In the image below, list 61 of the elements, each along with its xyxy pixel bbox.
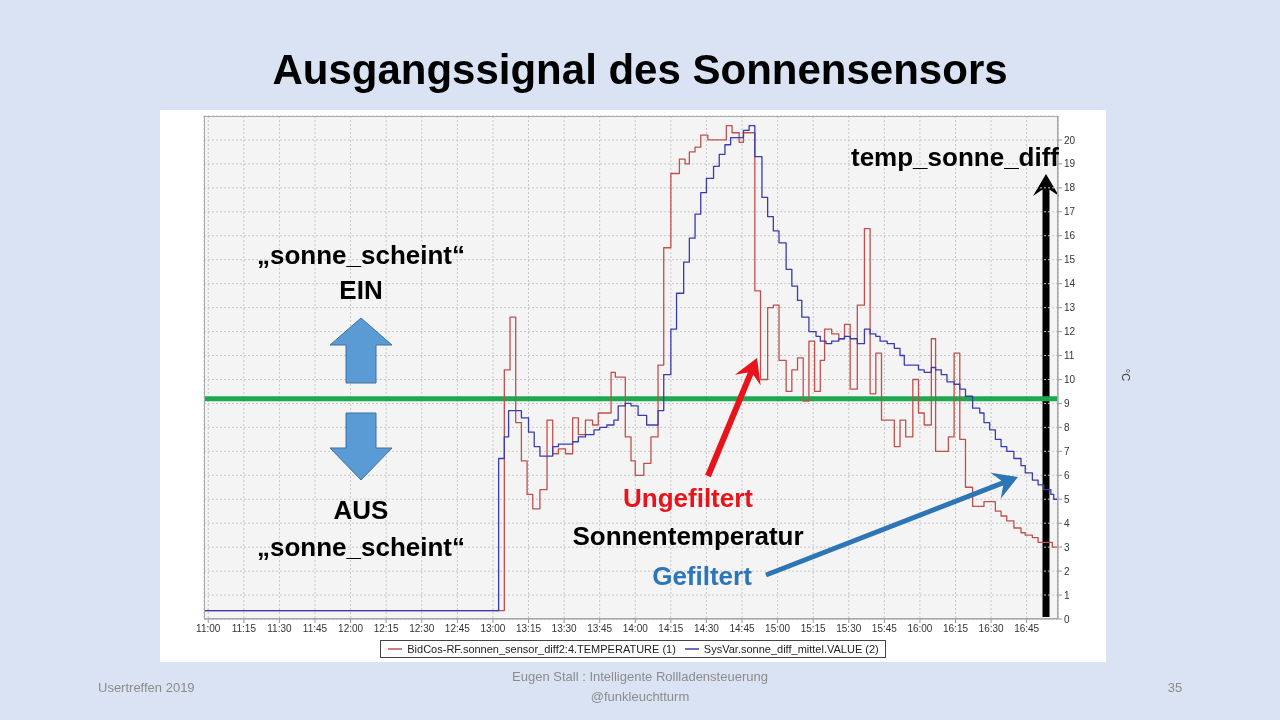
x-tick-label: 14:00	[622, 623, 649, 635]
x-tick-label: 12:00	[338, 623, 364, 635]
x-tick-label: 14:30	[693, 623, 720, 635]
x-tick-label: 11:45	[302, 623, 328, 635]
y-tick-label: 2	[1064, 565, 1070, 577]
y-tick-label: 7	[1064, 445, 1070, 457]
x-tick-label: 13:30	[551, 623, 578, 635]
x-tick-label: 15:00	[765, 623, 791, 635]
y-tick-label: 1	[1064, 589, 1070, 601]
x-tick-label: 16:30	[978, 623, 1005, 635]
legend-label: SysVar.sonne_diff_mittel.VALUE (2)	[703, 643, 879, 655]
y-tick-label: 6	[1064, 469, 1070, 481]
x-tick-label: 16:45	[1014, 623, 1040, 635]
text: @funkleuchtturm	[590, 688, 690, 705]
annotation: temp_sonne_diff	[850, 141, 1060, 172]
y-tick-label: 14	[1064, 278, 1076, 290]
x-tick-label: 12:15	[373, 623, 400, 635]
chart-title: Ausgangssignal des Sonnensensors	[271, 46, 1009, 94]
y-tick-label: 4	[1064, 517, 1070, 529]
y-tick-label: 5	[1064, 493, 1070, 505]
x-tick-label: 11:00	[196, 623, 221, 635]
text: 35	[1167, 679, 1183, 696]
x-tick-label: 11:15	[231, 623, 257, 635]
annotation: „sonne_scheint“	[256, 531, 466, 562]
y-tick-label: 0	[1064, 613, 1070, 625]
annotation: AUS	[333, 494, 389, 525]
x-tick-label: 13:00	[480, 623, 506, 635]
y-tick-label: 20	[1064, 134, 1076, 146]
x-tick-label: 16:15	[943, 623, 969, 635]
y-tick-label: 9	[1064, 397, 1070, 409]
x-tick-label: 13:15	[516, 623, 542, 635]
y-tick-label: 15	[1064, 254, 1076, 266]
x-tick-label: 12:30	[409, 623, 435, 635]
text: Eugen Stall : Intelligente Rollladensteuerung	[512, 668, 768, 685]
annotation: Ungefiltert	[623, 482, 753, 513]
x-tick-label: 14:15	[658, 623, 684, 635]
x-tick-label: 15:45	[871, 623, 898, 635]
annotation: „sonne_scheint“	[256, 239, 466, 270]
text: Usertreffen 2019	[98, 679, 195, 696]
x-tick-label: 13:45	[587, 623, 613, 635]
x-tick-label: 14:45	[729, 623, 755, 635]
y-tick-label: 19	[1064, 158, 1076, 170]
y-tick-label: 13	[1064, 302, 1076, 314]
y-tick-label: 8	[1064, 421, 1070, 433]
y-tick-label: 11	[1064, 350, 1075, 362]
y-tick-label: 12	[1064, 326, 1076, 338]
y-tick-label: 10	[1064, 374, 1076, 386]
x-tick-label: 12:45	[444, 623, 471, 635]
y-tick-label: 16	[1064, 230, 1076, 242]
x-tick-label: 15:15	[800, 623, 827, 635]
y-tick-label: 18	[1064, 182, 1076, 194]
y-tick-label: 3	[1064, 541, 1070, 553]
x-tick-label: 15:30	[836, 623, 862, 635]
y-tick-label: 17	[1064, 206, 1076, 218]
annotation: Sonnentemperatur	[572, 520, 804, 551]
annotation: Gefiltert	[652, 560, 752, 591]
x-tick-label: 16:00	[907, 623, 933, 635]
legend-label: BidCos-RF.sonnen_sensor_diff2:4.TEMPERATURE (1)	[407, 643, 676, 655]
x-tick-label: 11:30	[267, 623, 293, 635]
y-axis-title: °C	[1120, 368, 1132, 382]
annotation: EIN	[339, 274, 383, 305]
